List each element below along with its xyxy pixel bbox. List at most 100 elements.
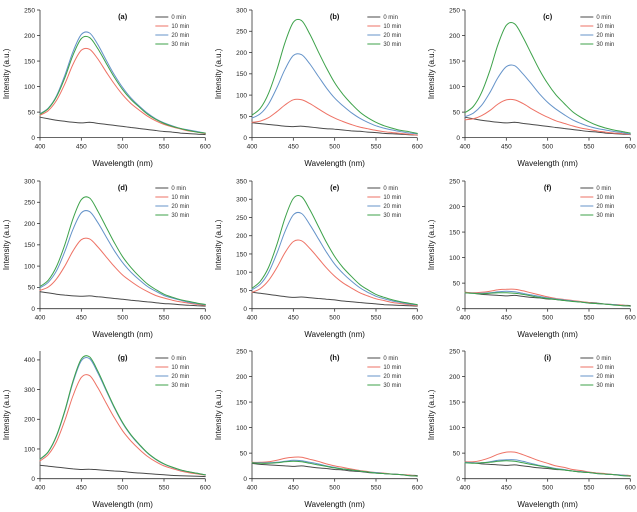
y-tick-label: 50 [28, 109, 36, 116]
y-axis-label: Intensity (a.u.) [214, 390, 223, 441]
y-tick-label: 150 [236, 400, 247, 407]
legend-label: 0 min [384, 15, 399, 21]
series-line-10-min [464, 98, 631, 136]
spectrum-chart-d: 400 450 500 550 600 0 50 100 150 200 250 300 Wavelen… [2, 178, 211, 339]
legend-label: 20 min [171, 33, 189, 39]
x-tick-label: 550 [583, 485, 594, 492]
y-tick-label: 150 [449, 229, 460, 236]
legend-label: 0 min [596, 186, 611, 192]
y-tick-label: 200 [236, 233, 247, 240]
x-tick-label: 550 [159, 144, 170, 151]
y-tick-label: 50 [240, 114, 248, 121]
spectrum-chart-h: 400 450 500 550 600 0 50 100 150 200 250 Wavelength… [214, 349, 423, 510]
y-tick-label: 0 [456, 476, 460, 483]
series-line-30-min [251, 18, 419, 134]
legend-label: 0 min [384, 357, 399, 363]
panel-g: 400 450 500 550 600 0 100 200 300 400 Wavelength (… [0, 341, 212, 512]
x-tick-label: 400 [459, 314, 470, 321]
y-axis-label: Intensity (a.u.) [214, 219, 223, 270]
legend-label: 30 min [384, 213, 402, 219]
x-tick-label: 600 [200, 485, 211, 492]
y-tick-label: 0 [244, 135, 248, 142]
x-tick-label: 500 [330, 314, 341, 321]
x-tick-label: 500 [542, 144, 553, 151]
panel-label: (g) [118, 353, 128, 362]
legend-label: 10 min [384, 195, 402, 201]
panel-label: (c) [543, 12, 553, 21]
legend-label: 0 min [171, 357, 186, 363]
x-tick-label: 400 [459, 144, 470, 151]
panel-h: 400 450 500 550 600 0 50 100 150 200 250 Wavelength… [212, 341, 424, 512]
x-tick-label: 600 [625, 314, 636, 321]
x-tick-label: 600 [200, 144, 211, 151]
panel-label: (h) [330, 353, 340, 362]
series-line-10-min [464, 451, 631, 477]
legend-label: 10 min [596, 24, 614, 30]
x-tick-label: 500 [542, 314, 553, 321]
y-tick-label: 250 [236, 214, 247, 221]
x-axis-label: Wavelength (nm) [517, 159, 578, 168]
series-line-0-min [464, 116, 631, 136]
legend-label: 30 min [596, 384, 614, 390]
panel-d: 400 450 500 550 600 0 50 100 150 200 250 300 Wavelen… [0, 171, 212, 342]
y-tick-label: 50 [240, 287, 248, 294]
legend-label: 10 min [596, 195, 614, 201]
series-line-20-min [464, 64, 631, 135]
x-tick-label: 600 [625, 485, 636, 492]
spectrum-chart-b: 400 450 500 550 600 0 50 100 150 200 250 300 Wavelen… [214, 7, 423, 168]
y-tick-label: 300 [237, 7, 248, 14]
y-axis-label: Intensity (a.u.) [214, 48, 223, 99]
y-tick-label: 150 [237, 71, 248, 78]
legend-label: 0 min [596, 357, 611, 363]
y-tick-label: 250 [236, 349, 247, 356]
series-line-30-min [39, 355, 206, 476]
x-tick-label: 500 [117, 485, 128, 492]
y-tick-label: 100 [449, 84, 460, 91]
panel-a: 400 450 500 550 600 0 50 100 150 200 250 Wavelength… [0, 0, 212, 171]
legend-label: 10 min [171, 366, 189, 372]
series-line-20-min [251, 211, 419, 306]
x-tick-label: 600 [412, 144, 423, 151]
legend-label: 20 min [596, 375, 614, 381]
x-tick-label: 400 [35, 314, 46, 321]
x-tick-label: 400 [247, 485, 258, 492]
x-tick-label: 550 [159, 314, 170, 321]
spectrum-chart-f: 400 450 500 550 600 0 50 100 150 200 250 Wavelength… [427, 178, 636, 339]
x-tick-label: 550 [583, 144, 594, 151]
legend-label: 20 min [384, 375, 402, 381]
legend-label: 10 min [171, 195, 189, 201]
legend-label: 20 min [596, 204, 614, 210]
spectrum-chart-g: 400 450 500 550 600 0 100 200 300 400 Wavelength (… [2, 351, 211, 509]
y-tick-label: 150 [449, 400, 460, 407]
y-tick-label: 200 [24, 33, 35, 40]
legend-label: 20 min [384, 33, 402, 39]
y-tick-label: 350 [236, 178, 247, 185]
y-tick-label: 200 [24, 221, 35, 228]
panel-label: (e) [330, 183, 340, 192]
panel-label: (b) [330, 12, 340, 21]
panel-label: (i) [544, 353, 552, 362]
x-axis-label: Wavelength (nm) [517, 500, 578, 509]
legend-label: 30 min [171, 213, 189, 219]
y-tick-label: 400 [24, 358, 35, 365]
x-tick-label: 600 [200, 314, 211, 321]
x-axis-label: Wavelength (nm) [305, 159, 366, 168]
x-tick-label: 450 [501, 485, 512, 492]
x-axis-label: Wavelength (nm) [305, 500, 366, 509]
y-tick-label: 200 [237, 50, 248, 57]
legend-label: 10 min [384, 24, 402, 30]
x-tick-label: 550 [159, 485, 170, 492]
y-tick-label: 50 [452, 451, 460, 458]
y-axis-label: Intensity (a.u.) [2, 390, 11, 441]
series-line-10-min [251, 98, 419, 136]
x-tick-label: 600 [625, 144, 636, 151]
y-tick-label: 100 [237, 92, 248, 99]
spectrum-chart-i: 400 450 500 550 600 0 50 100 150 200 250 Wavelength… [427, 349, 636, 510]
x-tick-label: 400 [459, 485, 470, 492]
y-tick-label: 200 [236, 374, 247, 381]
y-tick-label: 100 [236, 425, 247, 432]
x-tick-label: 450 [288, 485, 299, 492]
x-tick-label: 600 [412, 314, 423, 321]
x-tick-label: 500 [330, 485, 341, 492]
